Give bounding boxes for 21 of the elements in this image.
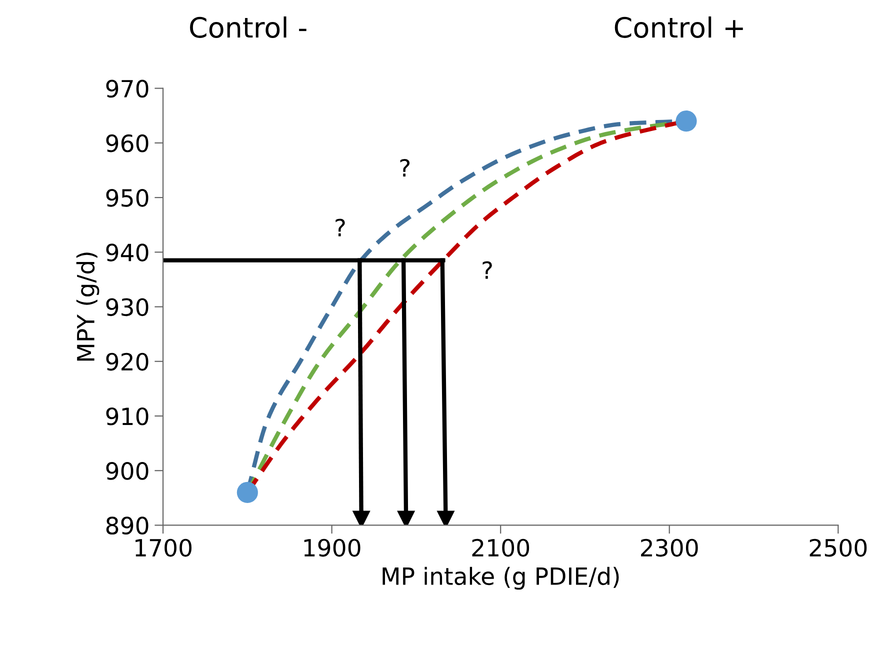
x-tick-label: 1900 <box>304 538 360 557</box>
y-tick-label: 910 <box>106 407 148 426</box>
y-tick-label: 920 <box>106 352 148 371</box>
y-tick-label: 900 <box>106 462 148 480</box>
y-tick-label: 890 <box>106 516 148 535</box>
y-tick-label: 960 <box>106 134 148 152</box>
y-tick-label: 940 <box>106 244 148 262</box>
y-tick-label: 950 <box>106 188 148 207</box>
annotation: ? <box>336 218 345 236</box>
x-axis-title: MP intake (g PDIE/d) <box>382 566 619 590</box>
annotation: ? <box>400 158 410 176</box>
annotation: ? <box>482 261 492 279</box>
y-axis-title: MPY (g/d) <box>76 252 100 361</box>
text: Control - <box>190 16 306 38</box>
y-tick-label: 930 <box>106 298 148 316</box>
y-tick-label: 970 <box>106 80 148 98</box>
x-tick-label: 2300 <box>641 538 698 557</box>
text: Control + <box>614 16 743 38</box>
x-tick-label: 2500 <box>810 538 867 557</box>
x-tick-label: 1700 <box>136 538 192 557</box>
x-tick-label: 2100 <box>472 538 530 557</box>
